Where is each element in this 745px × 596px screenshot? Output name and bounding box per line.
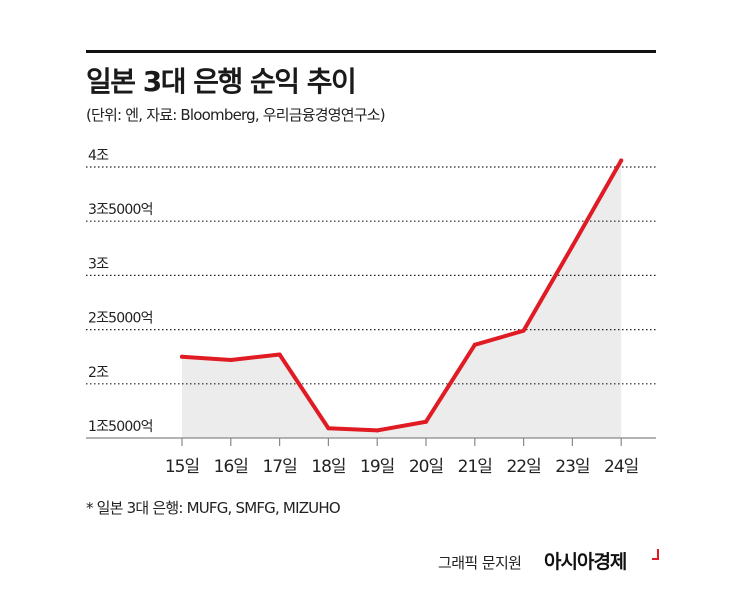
y-tick-label: 1조5000억 [88, 419, 153, 435]
chart-title: 일본 3대 은행 순익 추이 [86, 65, 357, 98]
title-rule [86, 50, 656, 53]
data-point [424, 419, 428, 424]
y-tick-label: 2조 [88, 365, 109, 381]
y-tick-label: 3조 [88, 256, 109, 272]
x-tick-label: 21일 [458, 457, 492, 477]
footnote: * 일본 3대 은행: MUFG, SMFG, MIZUHO [86, 499, 341, 517]
x-tick-label: 24일 [604, 457, 638, 477]
x-tick-label: 19일 [360, 457, 394, 477]
x-tick-label: 20일 [409, 457, 443, 477]
chart-subtitle: (단위: 엔, 자료: Bloomberg, 우리금융경영연구소) [86, 106, 386, 124]
data-point [472, 342, 477, 347]
y-tick-label: 2조5000억 [88, 311, 153, 327]
x-tick-label: 15일 [165, 457, 199, 477]
data-point [228, 357, 233, 362]
x-tick-label: 23일 [555, 457, 589, 477]
series-line [180, 158, 624, 433]
data-point [180, 354, 184, 359]
data-point [521, 328, 526, 333]
x-tick-label: 16일 [214, 457, 248, 477]
data-point [570, 244, 575, 249]
data-point [277, 352, 282, 357]
x-tick-label: 22일 [506, 457, 540, 477]
x-tick-label: 17일 [262, 457, 296, 477]
data-point [619, 158, 624, 163]
y-tick-label: 4조 [88, 148, 109, 164]
y-tick-label: 3조5000억 [88, 202, 153, 218]
x-tick-label: 18일 [311, 457, 345, 477]
data-point [326, 426, 331, 431]
data-point [375, 428, 380, 433]
area-fill [182, 160, 622, 438]
